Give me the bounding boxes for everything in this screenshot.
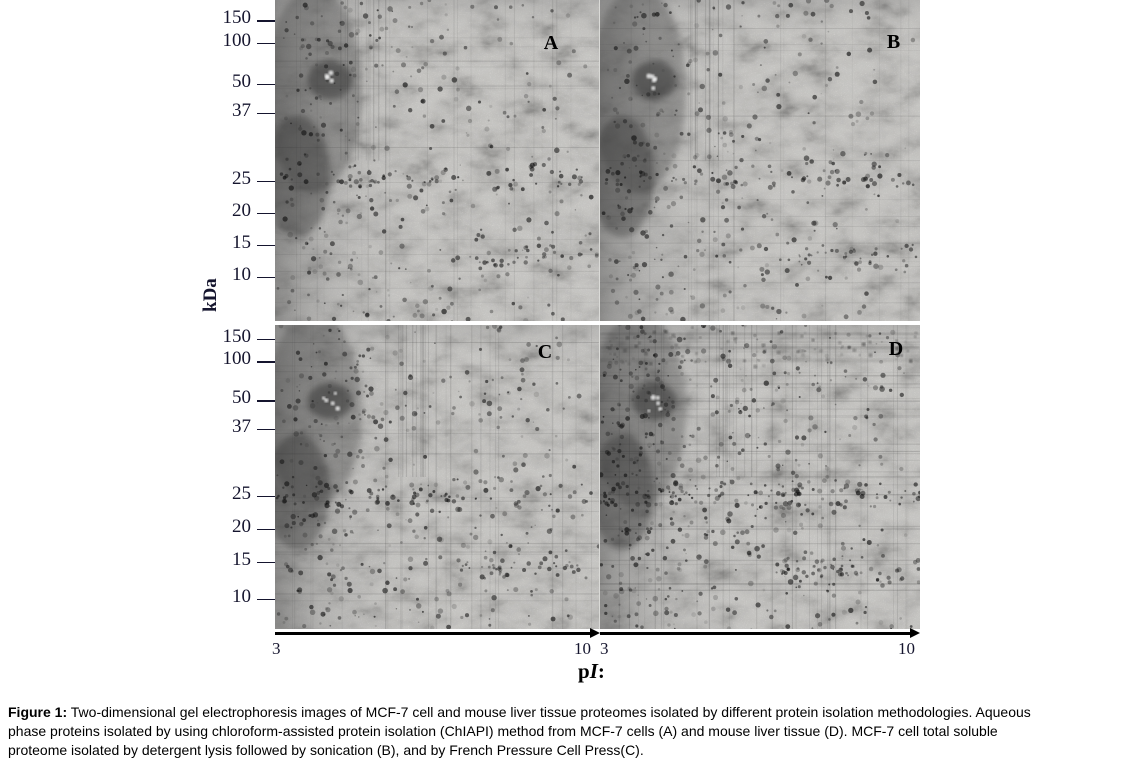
svg-text:B: B [887,31,900,53]
svg-text:D: D [889,338,903,360]
svg-text:A: A [544,32,559,54]
svg-text:C: C [538,341,552,363]
